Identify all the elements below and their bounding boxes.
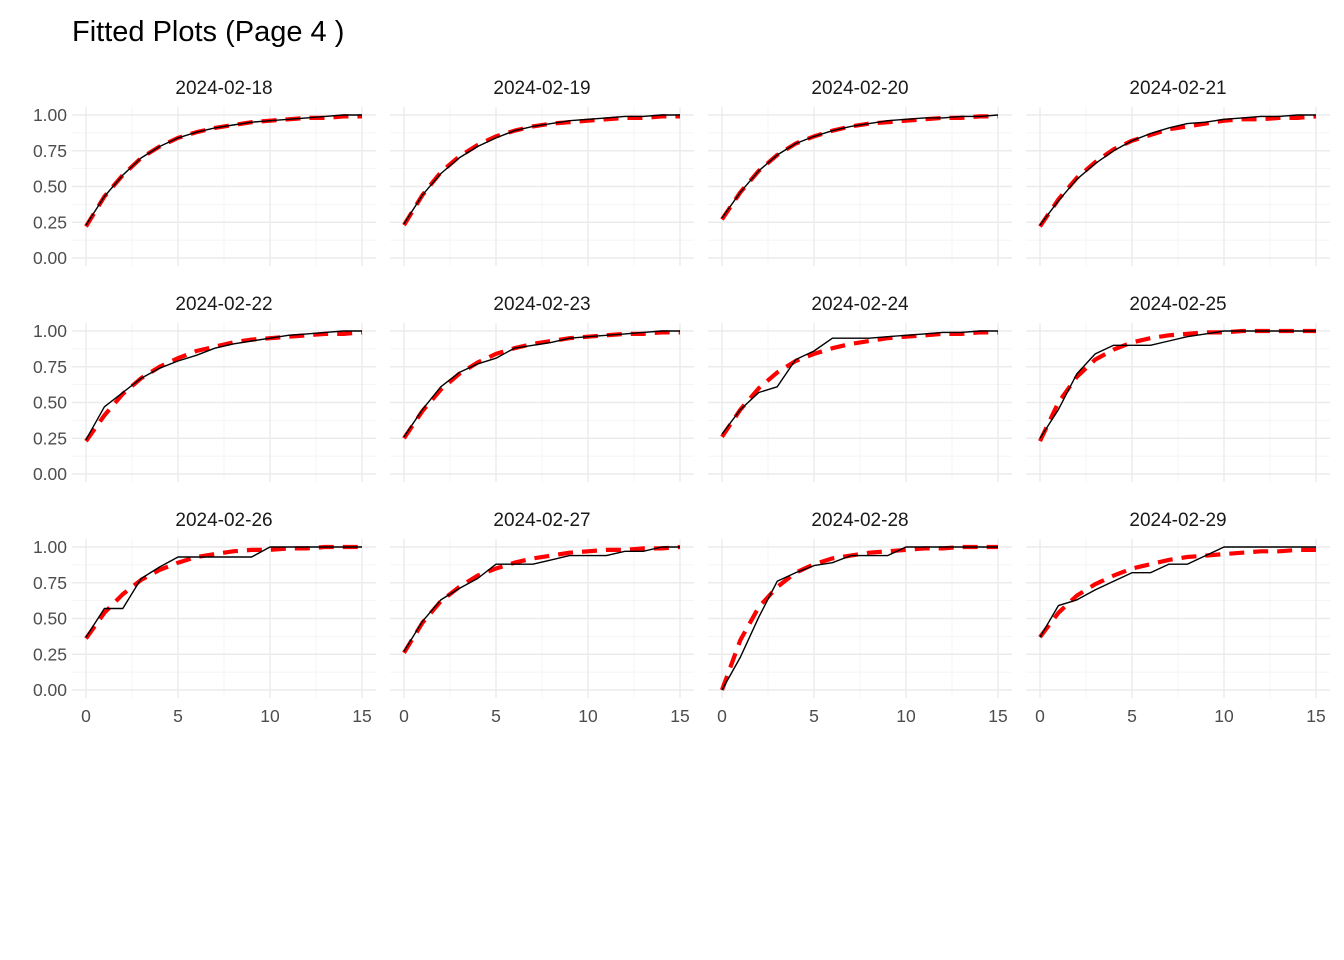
- facet-panel: 2024-02-22 0.00 0.25 0.50 0.75 1.00: [33, 294, 376, 484]
- facet-label: 2024-02-25: [1129, 294, 1226, 315]
- y-tick-label: 1.00: [33, 537, 67, 557]
- fitted-curve: [402, 330, 680, 440]
- facet-label: 2024-02-27: [493, 510, 590, 531]
- observed-curve: [721, 330, 998, 435]
- fitted-curve: [84, 544, 362, 640]
- x-tick-label: 0: [399, 706, 409, 726]
- facet-panel: 2024-02-29 0 5 10 15: [1026, 510, 1330, 726]
- facet-label: 2024-02-19: [493, 78, 590, 99]
- observed-curve: [403, 546, 680, 652]
- y-tick-label: 0.75: [33, 573, 67, 593]
- facet-panel: 2024-02-24: [708, 294, 1012, 482]
- x-tick-label: 10: [896, 706, 916, 726]
- y-tick-label: 0.25: [33, 428, 67, 448]
- facet-panel: 2024-02-26 0.00 0.25 0.50 0.75 1.00 0 5 10 15: [33, 510, 376, 726]
- x-tick-label: 10: [260, 706, 280, 726]
- x-tick-label: 5: [809, 706, 819, 726]
- x-tick-label: 5: [491, 706, 501, 726]
- y-tick-label: 0.50: [33, 393, 67, 413]
- x-tick-label: 15: [352, 706, 371, 726]
- y-tick-label: 0.00: [33, 248, 67, 268]
- x-tick-label: 5: [1127, 706, 1137, 726]
- facet-label: 2024-02-21: [1129, 78, 1226, 99]
- x-tick-label: 15: [1306, 706, 1325, 726]
- facet-label: 2024-02-24: [811, 294, 909, 315]
- x-tick-label: 0: [1035, 706, 1045, 726]
- observed-curve: [1039, 114, 1316, 226]
- x-tick-label: 15: [670, 706, 689, 726]
- observed-curve: [403, 330, 680, 438]
- y-tick-label: 0.50: [33, 609, 67, 629]
- fitted-curve: [1038, 114, 1317, 228]
- y-tick-label: 0.75: [33, 357, 67, 377]
- facet-label: 2024-02-22: [175, 294, 272, 315]
- facet-panel: 2024-02-18 0.00 0.25 0.50 0.75 1.00: [33, 78, 376, 268]
- observed-curve: [721, 546, 998, 691]
- fitted-curve: [1038, 328, 1316, 443]
- facet-label: 2024-02-26: [175, 510, 272, 531]
- facet-panel: 2024-02-28 0 5 10 15: [708, 510, 1012, 726]
- facet-panel: 2024-02-23: [390, 294, 694, 482]
- facet-panel: 2024-02-20: [708, 78, 1012, 266]
- facet-label: 2024-02-23: [493, 294, 590, 315]
- y-tick-label: 0.50: [33, 177, 67, 197]
- y-tick-label: 0.25: [33, 644, 67, 664]
- chart-title: Fitted Plots (Page 4 ): [72, 16, 344, 48]
- observed-curve: [721, 114, 999, 219]
- observed-curve: [85, 546, 362, 638]
- observed-curve: [1039, 330, 1316, 439]
- facet-label: 2024-02-28: [811, 510, 908, 531]
- x-tick-label: 15: [988, 706, 1007, 726]
- y-tick-label: 1.00: [33, 105, 67, 125]
- x-tick-label: 10: [1214, 706, 1234, 726]
- facet-label: 2024-02-20: [811, 78, 908, 99]
- y-tick-label: 0.00: [33, 680, 67, 700]
- observed-curve: [85, 114, 362, 226]
- y-tick-label: 0.75: [33, 141, 67, 161]
- x-tick-label: 0: [717, 706, 727, 726]
- x-tick-label: 0: [81, 706, 91, 726]
- x-tick-label: 10: [578, 706, 598, 726]
- y-tick-label: 1.00: [33, 321, 67, 341]
- facet-panel: 2024-02-21: [1026, 78, 1330, 266]
- facet-panel: 2024-02-25: [1026, 294, 1330, 482]
- observed-curve: [403, 114, 680, 225]
- facet-label: 2024-02-29: [1129, 510, 1226, 531]
- facet-panels: 2024-02-18 0.00 0.25 0.50 0.75 1.00 2024-02-19…: [33, 78, 1330, 726]
- observed-curve: [85, 330, 362, 441]
- y-tick-label: 0.00: [33, 464, 67, 484]
- x-tick-label: 5: [173, 706, 183, 726]
- observed-curve: [1039, 546, 1316, 638]
- facet-panel: 2024-02-27 0 5 10 15: [390, 510, 694, 726]
- y-tick-label: 0.25: [33, 212, 67, 232]
- facet-label: 2024-02-18: [175, 78, 272, 99]
- facet-panel: 2024-02-19: [390, 78, 694, 266]
- fitted-curve: [720, 330, 998, 438]
